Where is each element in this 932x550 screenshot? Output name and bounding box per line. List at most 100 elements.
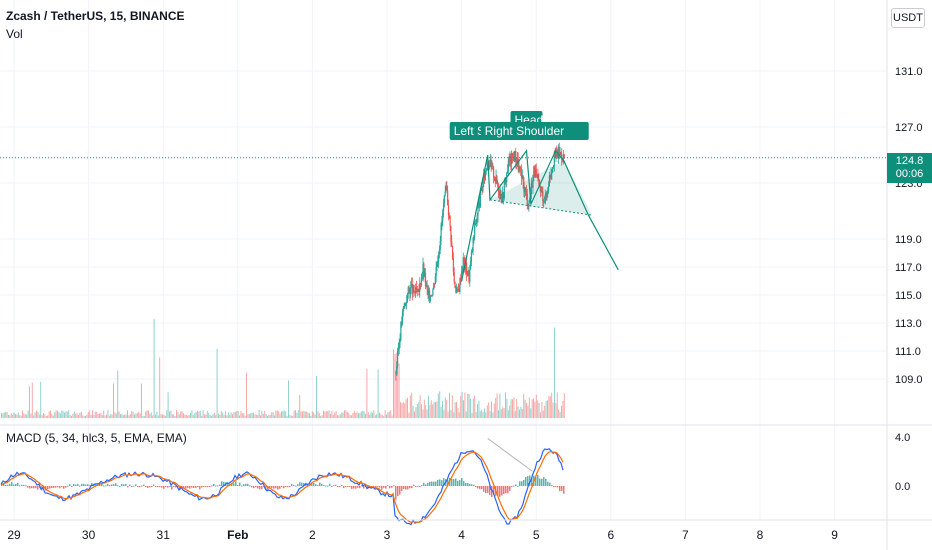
candle-body xyxy=(488,166,491,168)
candle-body xyxy=(523,181,525,193)
macd-histogram-bar xyxy=(385,486,387,489)
volume-bar xyxy=(246,372,247,418)
macd-histogram-bar xyxy=(411,486,413,489)
volume-bar xyxy=(148,410,149,418)
macd-histogram-bar xyxy=(281,486,283,487)
macd-histogram-bar xyxy=(81,483,83,486)
volume-bar xyxy=(509,405,511,418)
volume-bar xyxy=(372,412,373,418)
candle-body xyxy=(522,175,524,182)
volume-bar xyxy=(478,400,480,418)
candle-body xyxy=(497,186,500,193)
volume-bar xyxy=(376,414,378,418)
macd-histogram-bar xyxy=(493,486,495,495)
macd-histogram-bar xyxy=(213,483,215,486)
volume-bar xyxy=(454,402,456,418)
volume-bar xyxy=(72,413,74,418)
volume-bar xyxy=(495,398,497,418)
volume-bar xyxy=(377,369,379,418)
volume-bar xyxy=(562,400,564,418)
macd-histogram-bar xyxy=(329,483,331,486)
price-tick-label: 127.0 xyxy=(895,122,923,134)
time-tick-label: Feb xyxy=(227,528,248,542)
macd-legend[interactable]: MACD (5, 34, hlc3, 5, EMA, EMA) xyxy=(6,431,187,445)
macd-histogram-bar xyxy=(163,486,165,489)
candle-body xyxy=(503,183,505,199)
candle-body xyxy=(456,288,459,291)
volume-bar xyxy=(538,403,540,418)
macd-histogram-bar xyxy=(9,483,11,486)
volume-bar xyxy=(318,413,320,418)
candle-body xyxy=(470,252,473,262)
volume-bar xyxy=(414,411,415,418)
volume-bar xyxy=(545,401,547,418)
volume-bar xyxy=(383,415,385,418)
macd-histogram-bar xyxy=(529,475,531,486)
macd-histogram-bar xyxy=(553,486,555,488)
macd-histogram-bar xyxy=(277,486,279,490)
volume-bar xyxy=(99,413,100,418)
macd-histogram-bar xyxy=(199,486,201,490)
volume-bar xyxy=(520,406,522,418)
time-tick-label: 30 xyxy=(82,528,96,542)
volume-bar xyxy=(145,411,147,418)
symbol-title[interactable]: Zcash / TetherUS, 15, BINANCE xyxy=(6,9,185,23)
volume-bar xyxy=(397,351,399,418)
volume-bar xyxy=(353,411,355,418)
macd-histogram-bar xyxy=(193,486,195,488)
currency-button[interactable]: USDT xyxy=(891,8,925,28)
volume-bar xyxy=(75,413,77,418)
macd-histogram-bar xyxy=(349,486,351,487)
volume-bar xyxy=(393,349,394,418)
macd-histogram-bar xyxy=(185,486,187,489)
volume-bar xyxy=(227,412,229,418)
candle-body xyxy=(495,176,497,182)
head-and-shoulders-drawing[interactable]: Left ShoulderHeadRight Shoulder xyxy=(449,111,619,282)
volume-bar xyxy=(555,403,557,418)
macd-histogram-bar xyxy=(83,483,85,486)
volume-bar xyxy=(240,411,242,418)
volume-bar xyxy=(15,413,16,418)
macd-histogram-bar xyxy=(429,482,431,486)
macd-histogram-bar xyxy=(219,484,221,486)
volume-bar xyxy=(391,415,393,418)
macd-histogram-bar xyxy=(319,482,321,486)
volume-bar xyxy=(493,403,495,418)
macd-histogram-bar xyxy=(541,478,543,486)
macd-histogram-bar xyxy=(509,486,511,491)
candle-body xyxy=(418,289,420,293)
candle-body xyxy=(501,198,503,201)
macd-histogram-bar xyxy=(363,486,365,489)
candle-body xyxy=(453,272,455,282)
volume-bar xyxy=(440,406,442,418)
volume-bar xyxy=(191,410,193,418)
volume-bar xyxy=(498,410,499,418)
volume-bar xyxy=(177,411,179,418)
volume-bar xyxy=(444,397,446,418)
macd-histogram-bar xyxy=(303,483,305,486)
macd-histogram-bar xyxy=(145,486,147,487)
volume-bar xyxy=(293,410,295,418)
volume-bar xyxy=(407,397,408,418)
volume-bar xyxy=(530,408,532,418)
macd-histogram-bar xyxy=(261,486,263,490)
candle-body xyxy=(514,151,516,162)
macd-histogram-bar xyxy=(519,481,521,486)
volume-bar xyxy=(507,410,509,418)
volume-legend[interactable]: Vol xyxy=(6,27,23,41)
macd-histogram-bar xyxy=(295,485,297,487)
volume-bar xyxy=(269,414,271,418)
macd-histogram-bar xyxy=(109,485,111,487)
macd-histogram-bar xyxy=(477,486,479,489)
volume-bar xyxy=(171,414,173,418)
macd-histogram-bar xyxy=(403,486,405,489)
pattern-label-right[interactable]: Right Shoulder xyxy=(480,122,589,140)
volume-bar xyxy=(342,412,344,418)
candle-body xyxy=(406,301,408,303)
volume-bar xyxy=(373,410,375,418)
volume-bar xyxy=(514,410,516,418)
volume-bar xyxy=(365,413,366,418)
candle-body xyxy=(515,151,517,162)
macd-histogram-bar xyxy=(283,486,285,489)
